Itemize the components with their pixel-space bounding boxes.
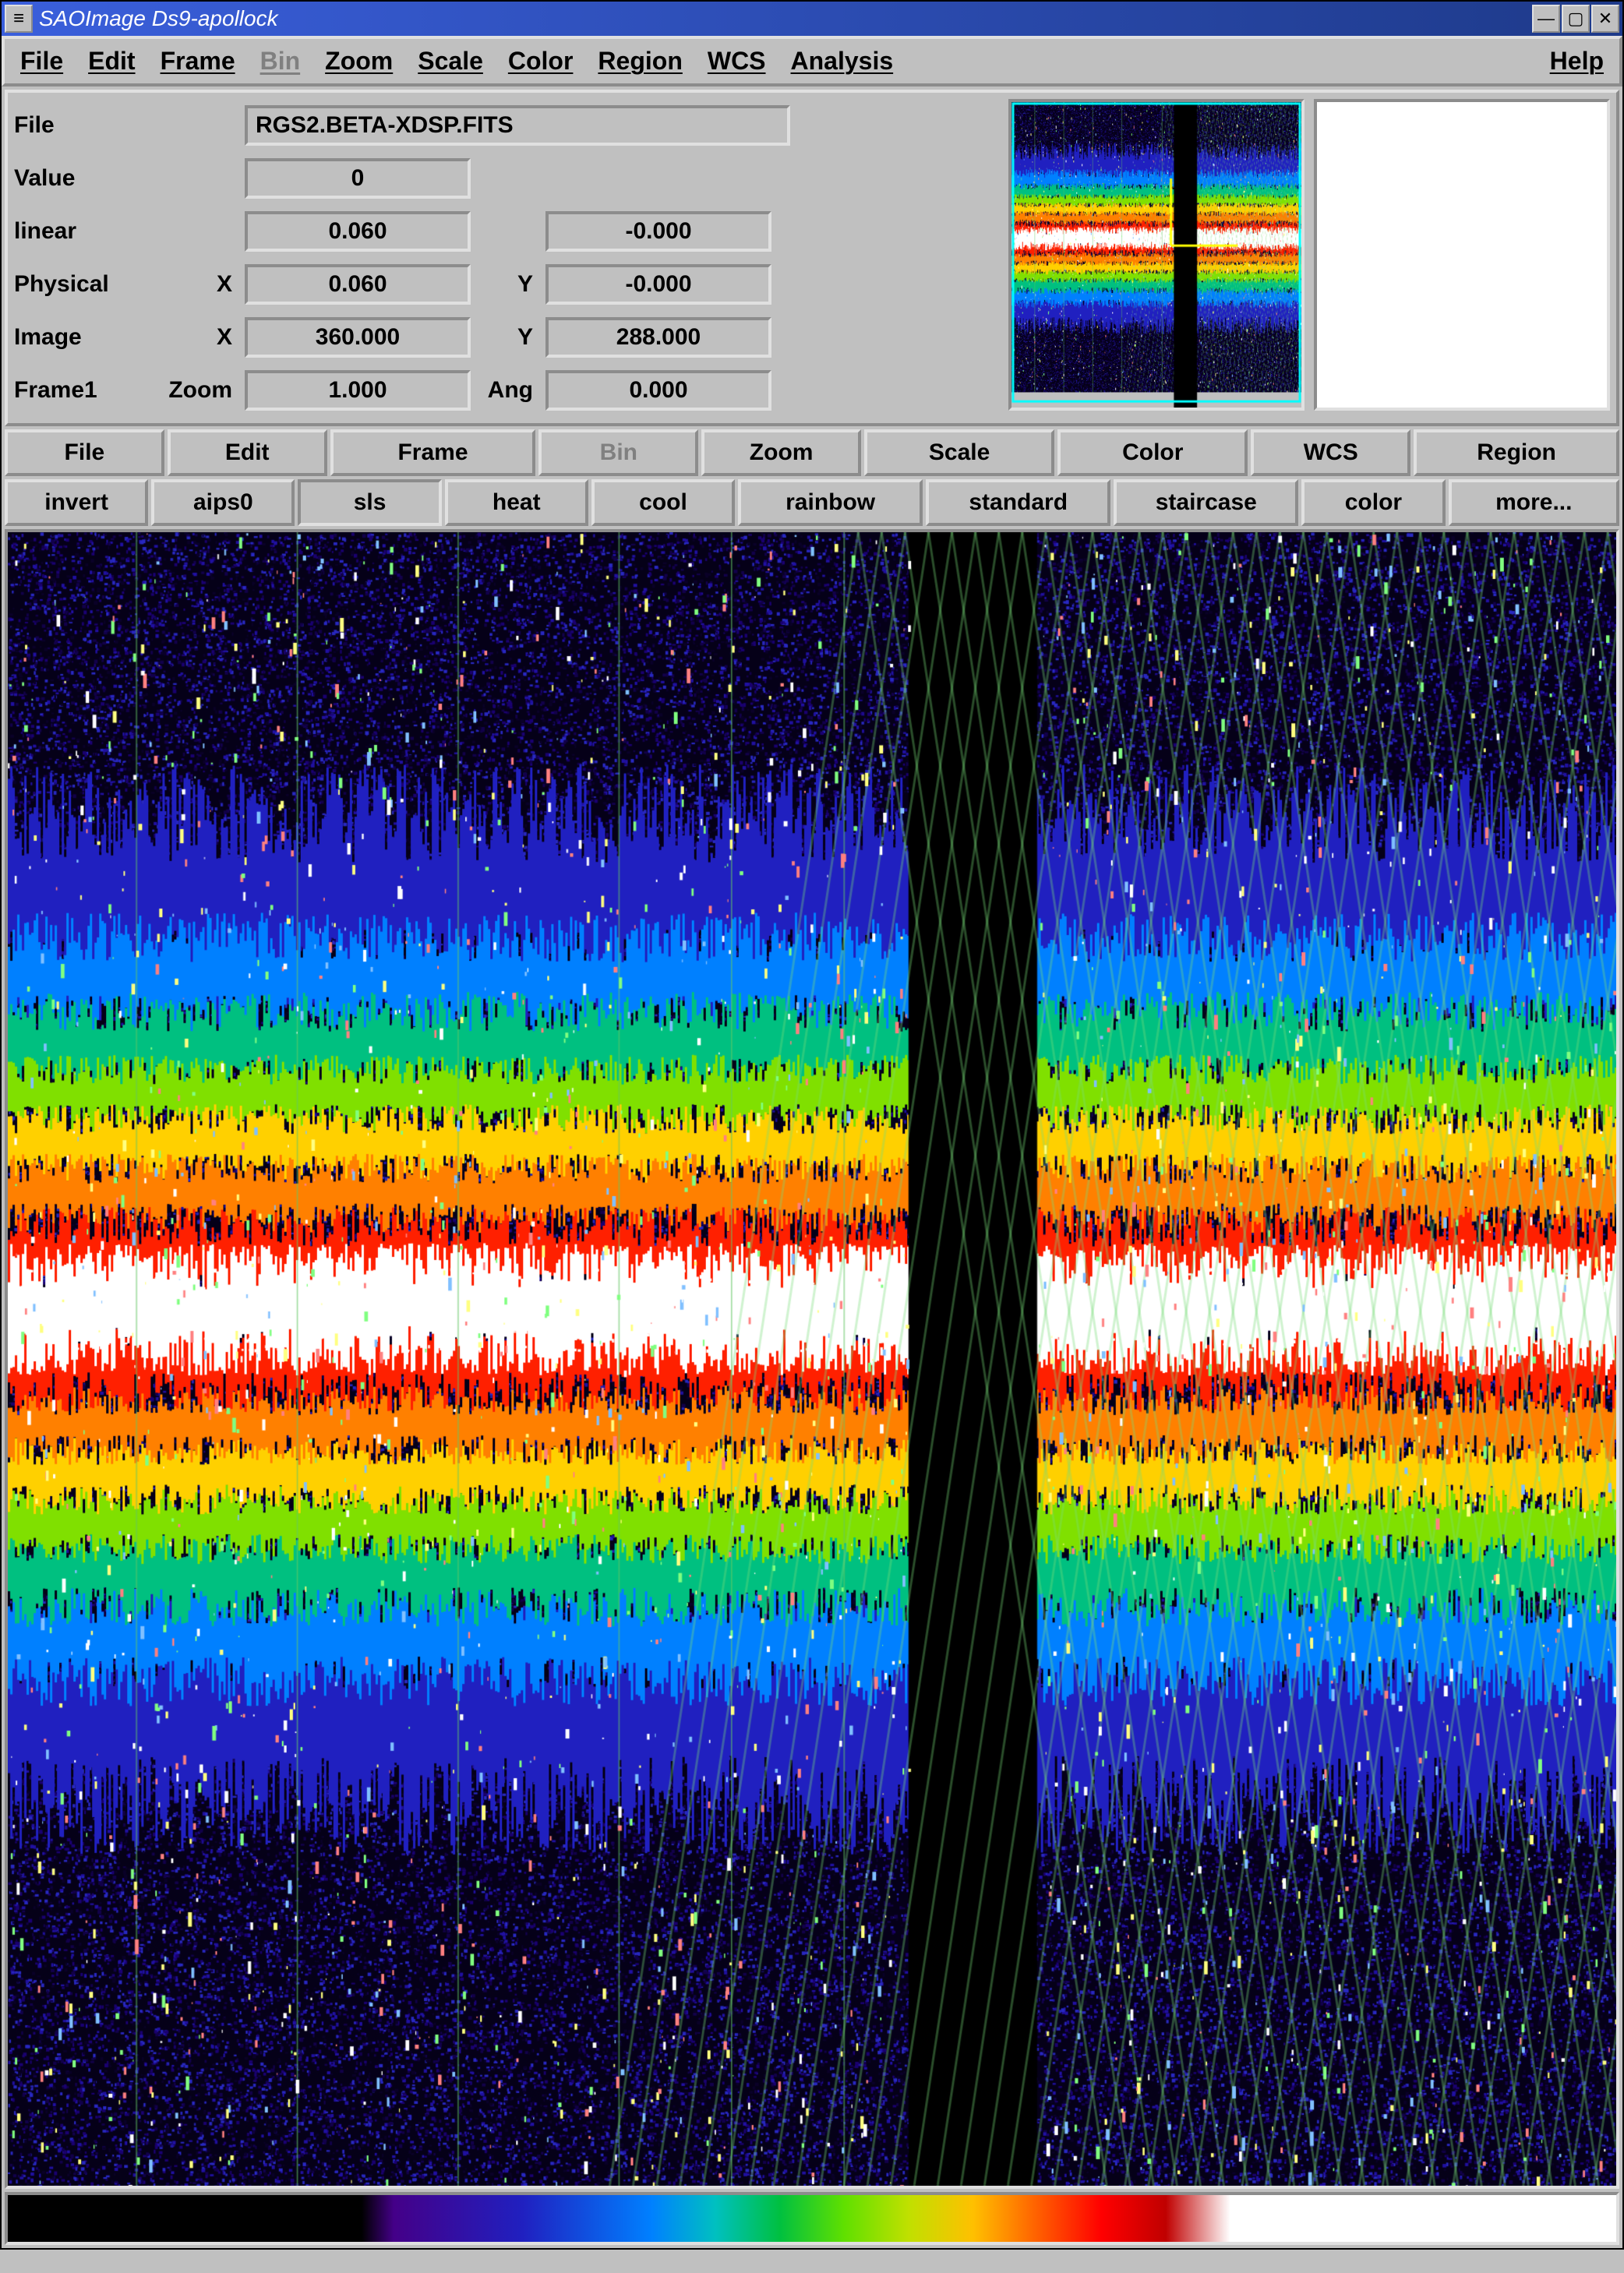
window-title: SAOImage Ds9-apollock	[39, 6, 1532, 31]
maximize-button[interactable]: ▢	[1562, 5, 1590, 33]
btn-color[interactable]: Color	[1057, 429, 1248, 476]
btn-colorbtn[interactable]: color	[1301, 479, 1445, 526]
btn-cool[interactable]: cool	[591, 479, 735, 526]
titlebar: ≡ SAOImage Ds9-apollock — ▢ ✕	[2, 2, 1622, 36]
btn-file[interactable]: File	[5, 429, 164, 476]
btn-sls[interactable]: sls	[298, 479, 441, 526]
info-zoom-value: 1.000	[245, 370, 471, 411]
info-grid: File RGS2.BETA-XDSP.FITS Value 0 linear …	[14, 99, 999, 417]
main-image-canvas	[8, 532, 1616, 2186]
close-button[interactable]: ✕	[1591, 5, 1619, 33]
info-image-y-label: Y	[477, 324, 539, 351]
btn-more[interactable]: more...	[1449, 479, 1619, 526]
panner-panel[interactable]	[1008, 99, 1304, 411]
system-menu-icon[interactable]: ≡	[5, 5, 33, 33]
panner-canvas	[1011, 102, 1301, 408]
info-linear-x: 0.060	[245, 211, 471, 252]
menu-file[interactable]: File	[20, 47, 63, 76]
menu-wcs[interactable]: WCS	[708, 47, 766, 76]
menu-scale[interactable]: Scale	[418, 47, 483, 76]
info-linear-y: -0.000	[545, 211, 771, 252]
info-file-label: File	[14, 112, 170, 139]
minimize-button[interactable]: —	[1532, 5, 1560, 33]
menu-analysis[interactable]: Analysis	[791, 47, 894, 76]
button-row-main: File Edit Frame Bin Zoom Scale Color WCS…	[5, 429, 1619, 476]
btn-wcs[interactable]: WCS	[1251, 429, 1410, 476]
menu-frame[interactable]: Frame	[161, 47, 235, 76]
info-physical-y: -0.000	[545, 264, 771, 305]
info-image-x-label: X	[176, 324, 238, 351]
btn-frame[interactable]: Frame	[330, 429, 536, 476]
btn-aips0[interactable]: aips0	[151, 479, 295, 526]
menu-region[interactable]: Region	[598, 47, 682, 76]
menu-help[interactable]: Help	[1550, 47, 1604, 76]
magnifier-panel	[1314, 99, 1610, 411]
menu-color[interactable]: Color	[508, 47, 574, 76]
btn-staircase[interactable]: staircase	[1114, 479, 1298, 526]
app-window: ≡ SAOImage Ds9-apollock — ▢ ✕ File Edit …	[0, 0, 1624, 2250]
btn-zoom[interactable]: Zoom	[701, 429, 861, 476]
menu-bin[interactable]: Bin	[260, 47, 301, 76]
info-frame-label: Frame1	[14, 377, 139, 404]
colorbar[interactable]	[5, 2192, 1619, 2245]
info-zoom-label: Zoom	[145, 377, 238, 404]
menu-zoom[interactable]: Zoom	[325, 47, 393, 76]
btn-scale[interactable]: Scale	[864, 429, 1054, 476]
info-panel: File RGS2.BETA-XDSP.FITS Value 0 linear …	[5, 90, 1619, 426]
window-controls: — ▢ ✕	[1532, 5, 1619, 33]
btn-rainbow[interactable]: rainbow	[738, 479, 923, 526]
info-physical-x: 0.060	[245, 264, 471, 305]
info-ang-label: Ang	[477, 377, 539, 404]
main-image-frame[interactable]	[5, 529, 1619, 2189]
info-linear-label: linear	[14, 218, 170, 245]
menubar: File Edit Frame Bin Zoom Scale Color Reg…	[2, 36, 1622, 86]
info-physical-x-label: X	[176, 271, 238, 298]
info-value-label: Value	[14, 165, 170, 192]
info-value-value: 0	[245, 158, 471, 199]
btn-bin[interactable]: Bin	[538, 429, 698, 476]
btn-invert[interactable]: invert	[5, 479, 148, 526]
info-ang-value: 0.000	[545, 370, 771, 411]
btn-edit[interactable]: Edit	[168, 429, 327, 476]
menu-edit[interactable]: Edit	[88, 47, 135, 76]
info-image-y: 288.000	[545, 317, 771, 358]
info-image-x: 360.000	[245, 317, 471, 358]
info-image-label: Image	[14, 324, 170, 351]
btn-standard[interactable]: standard	[926, 479, 1110, 526]
info-physical-y-label: Y	[477, 271, 539, 298]
info-file-value: RGS2.BETA-XDSP.FITS	[245, 105, 790, 146]
button-bars: File Edit Frame Bin Zoom Scale Color WCS…	[5, 429, 1619, 526]
info-physical-label: Physical	[14, 271, 170, 298]
btn-heat[interactable]: heat	[445, 479, 588, 526]
btn-region[interactable]: Region	[1414, 429, 1619, 476]
button-row-colormap: invert aips0 sls heat cool rainbow stand…	[5, 479, 1619, 526]
